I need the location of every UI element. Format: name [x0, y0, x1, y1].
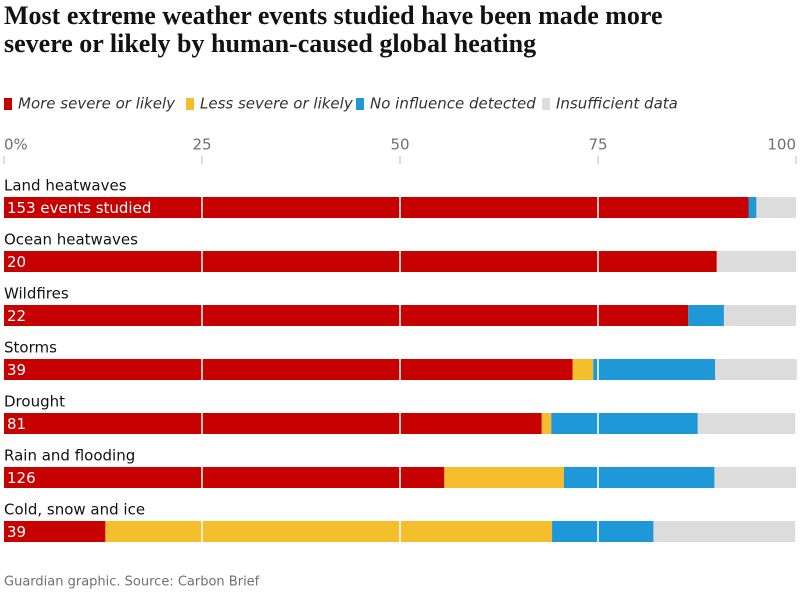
bar-label: 20 — [7, 253, 26, 271]
bar-segment — [716, 251, 796, 272]
bar-label: 39 — [7, 523, 26, 541]
legend-swatch — [542, 98, 550, 110]
x-tick-label: 100 — [767, 136, 796, 154]
bar-segment — [4, 521, 106, 542]
source: Guardian graphic. Source: Carbon Brief — [4, 575, 260, 590]
category-label: Rain and flooding — [4, 447, 135, 465]
chart-title: Most extreme weather events studied have… — [4, 1, 663, 58]
bar-segment — [653, 521, 796, 542]
category-label: Ocean heatwaves — [4, 231, 138, 249]
category-label: Wildfires — [4, 285, 69, 303]
category-label: Drought — [4, 393, 65, 411]
legend-swatch — [186, 98, 194, 110]
x-tick-label: 75 — [588, 136, 607, 154]
bar-segment — [551, 413, 698, 434]
x-tick-label: 25 — [192, 136, 211, 154]
bar-segment — [444, 467, 564, 488]
bar-segment — [572, 359, 594, 380]
bar-segment — [748, 197, 757, 218]
category-label: Land heatwaves — [4, 177, 127, 195]
bar-label: 153 events studied — [7, 199, 151, 217]
legend-swatch — [356, 98, 364, 110]
bar-segment — [4, 197, 749, 218]
bar-segment — [105, 521, 553, 542]
bar-segment — [4, 467, 445, 488]
bar-segment — [715, 359, 797, 380]
x-tick-label: 50 — [390, 136, 409, 154]
legend-label: No influence detected — [370, 95, 536, 113]
legend-label: More severe or likely — [18, 95, 176, 113]
bar-segment — [541, 413, 552, 434]
bar-label: 22 — [7, 307, 26, 325]
bar-segment — [593, 359, 716, 380]
bar-segment — [4, 359, 573, 380]
bar-segment — [4, 413, 542, 434]
bar-segment — [4, 305, 689, 326]
bar-segment — [563, 467, 715, 488]
bar-segment — [4, 251, 717, 272]
category-label: Storms — [4, 339, 57, 357]
legend-label: Insufficient data — [556, 95, 678, 113]
bar-segment — [688, 305, 724, 326]
bar-segment — [552, 521, 654, 542]
x-tick-label: 0% — [4, 136, 28, 154]
bar-segment — [714, 467, 796, 488]
legend-label: Less severe or likely — [200, 95, 354, 113]
bar-segment — [697, 413, 796, 434]
bar-label: 39 — [7, 361, 26, 379]
bar-label: 81 — [7, 415, 26, 433]
legend-swatch — [4, 98, 12, 110]
category-label: Cold, snow and ice — [4, 501, 145, 519]
bar-segment — [723, 305, 796, 326]
bar-segment — [756, 197, 796, 218]
bar-label: 126 — [7, 469, 36, 487]
